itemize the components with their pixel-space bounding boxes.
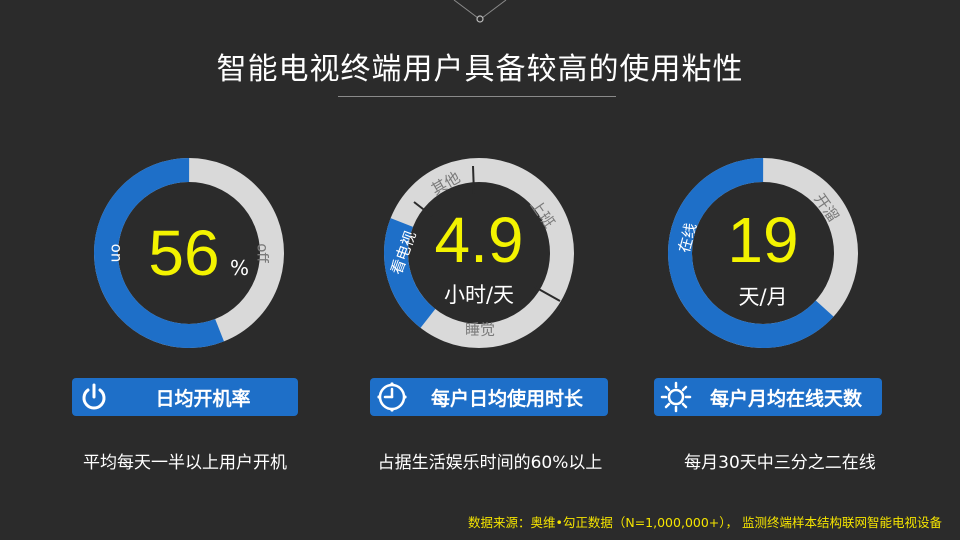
segment-divider bbox=[413, 201, 433, 217]
center-value: 56 bbox=[148, 217, 219, 289]
clock-icon bbox=[377, 382, 407, 412]
segment-label-on: on bbox=[108, 244, 126, 263]
segment-label-off: off bbox=[254, 243, 272, 263]
description-power-on: 平均每天一半以上用户开机 bbox=[83, 453, 287, 473]
badge-label: 每户月均在线天数 bbox=[709, 387, 862, 410]
center-unit: % bbox=[230, 256, 249, 280]
sun-icon bbox=[660, 381, 692, 413]
segment-label-sleep: 睡觉 bbox=[465, 321, 495, 339]
badge-label: 日均开机率 bbox=[155, 387, 251, 410]
segment-divider bbox=[472, 165, 475, 195]
data-source-note: 数据来源：奥维•勾正数据（N=1,000,000+）， 监测终端样本结构联网智能… bbox=[467, 515, 942, 530]
description-usage-hours: 占据生活娱乐时间的60%以上 bbox=[377, 453, 603, 473]
badge-online-days: 每户月均在线天数 bbox=[654, 378, 882, 416]
segment-divider bbox=[534, 286, 561, 302]
badge-label: 每户日均使用时长 bbox=[430, 387, 583, 410]
top-decoration bbox=[453, 0, 507, 23]
power-icon bbox=[82, 383, 106, 410]
description-online-days: 每月30天中三分之二在线 bbox=[684, 453, 876, 473]
page-title: 智能电视终端用户具备较高的使用粘性 bbox=[216, 52, 744, 87]
center-unit: 小时/天 bbox=[444, 283, 514, 307]
badge-usage-hours: 每户日均使用时长 bbox=[370, 378, 608, 416]
ring-segment-tv bbox=[384, 158, 574, 348]
center-value: 19 bbox=[727, 204, 798, 276]
title-divider bbox=[338, 96, 616, 97]
donut-chart-power-on: on off 56 % bbox=[94, 158, 284, 348]
donut-chart-usage-hours: 看电视 其他 上班 睡觉 4.9 小时/天 bbox=[384, 158, 574, 348]
badge-power-on: 日均开机率 bbox=[72, 378, 298, 416]
donut-chart-online-days: 在线 开溜 19 天/月 bbox=[668, 158, 858, 348]
center-value: 4.9 bbox=[435, 204, 524, 276]
center-unit: 天/月 bbox=[738, 285, 787, 309]
